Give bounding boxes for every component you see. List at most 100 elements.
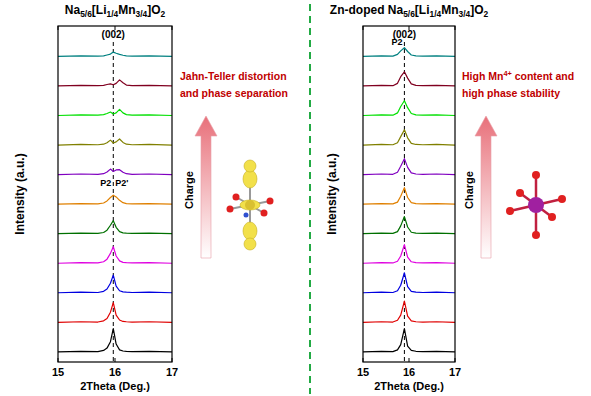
xrd-curve <box>58 195 172 204</box>
xrd-curve <box>58 275 172 293</box>
oxygen-atom <box>227 206 234 213</box>
phase-label: P2' <box>115 178 128 188</box>
xrd-curve <box>58 52 172 56</box>
oxygen-atom <box>233 194 240 201</box>
text-part: and phase separation <box>180 87 288 99</box>
series-group <box>58 52 172 352</box>
text-part: [Li <box>415 3 430 17</box>
peak-line <box>404 42 405 362</box>
text-part: 3/4 <box>458 9 470 19</box>
xrd-curve <box>363 217 455 234</box>
text-part: Zn-doped Na <box>330 3 404 17</box>
text-part: 3/4 <box>135 9 147 19</box>
text-part: high phase stability <box>462 87 560 99</box>
text-part: content and <box>512 70 574 82</box>
x-tick-top <box>172 26 173 30</box>
x-tick-label: 15 <box>357 366 369 378</box>
annotation: Jahn-Teller distortion <box>180 70 287 82</box>
phase-label: P2 <box>100 178 111 188</box>
xrd-curve <box>363 245 455 264</box>
x-tick <box>58 358 59 362</box>
text-part: 2 <box>160 9 165 19</box>
oxygen-atom <box>506 207 514 215</box>
manganese-atom <box>528 197 544 213</box>
xrd-curve <box>58 80 172 86</box>
x-tick-top <box>58 26 59 30</box>
text-part: ]O <box>147 3 160 17</box>
text-part: [Li <box>92 3 107 17</box>
title: Zn-doped Na5/6[Li1/4Mn3/4]O2 <box>330 3 489 19</box>
xrd-curve <box>58 329 172 352</box>
xrd-curve <box>58 303 172 323</box>
atom <box>245 200 255 210</box>
text-part: Jahn-Teller distortion <box>180 70 287 82</box>
structure-icon <box>227 160 274 250</box>
plot-frame <box>58 26 172 362</box>
structure-icon <box>506 171 566 239</box>
bond <box>230 201 270 209</box>
text-part: Mn <box>441 3 458 17</box>
xrd-curve <box>58 169 172 175</box>
orbital-lobe <box>244 160 256 172</box>
text-part: Na <box>65 3 81 17</box>
xrd-curve <box>363 130 455 145</box>
x-tick <box>363 358 364 362</box>
y-axis-label: Intensity (a.u.) <box>13 153 27 234</box>
annotation: and phase separation <box>180 87 288 99</box>
oxygen-atom <box>267 198 274 205</box>
oxygen-atom <box>261 210 268 217</box>
xrd-curve <box>363 101 455 116</box>
orbital-ring <box>240 200 260 210</box>
annotation: high phase stability <box>462 87 560 99</box>
xrd-curve <box>363 329 455 352</box>
xrd-curve <box>58 247 172 264</box>
x-tick-label: 15 <box>52 366 64 378</box>
atom <box>244 213 249 218</box>
xrd-curve <box>363 72 455 86</box>
xrd-curve <box>363 159 455 175</box>
x-tick <box>172 358 173 362</box>
peak-line <box>113 42 114 362</box>
phase-label: P2 <box>391 37 402 47</box>
charge-arrow <box>475 116 497 258</box>
y-axis-label: Intensity (a.u.) <box>325 153 339 234</box>
x-tick-label: 17 <box>449 366 461 378</box>
x-tick-top <box>455 26 456 30</box>
text-part: High Mn <box>462 70 503 82</box>
x-tick-top <box>363 26 364 30</box>
x-axis-label: 2Theta (Deg.) <box>80 380 150 392</box>
figure: Na5/6[Li1/4Mn3/4]O21516172Theta (Deg.)In… <box>0 0 591 396</box>
arrow-label: Charge <box>463 171 475 209</box>
orbital-lobe <box>244 238 256 250</box>
text-part: ]O <box>470 3 483 17</box>
annotation: High Mn4+ content and <box>462 69 574 82</box>
text-part: 1/4 <box>430 9 442 19</box>
xrd-curve <box>363 273 455 293</box>
orbital-lobe <box>243 170 257 188</box>
text-part: 5/6 <box>80 9 92 19</box>
text-part: 1/4 <box>107 9 119 19</box>
xrd-curve <box>363 301 455 322</box>
x-tick-label: 16 <box>403 366 415 378</box>
charge-arrow <box>195 116 217 258</box>
text-part: Mn <box>118 3 135 17</box>
x-axis-label: 2Theta (Deg.) <box>374 380 444 392</box>
oxygen-atom <box>532 231 540 239</box>
orbital-lobe <box>243 222 257 240</box>
text-part: 4+ <box>503 69 511 78</box>
text-part: 2 <box>483 9 488 19</box>
oxygen-atom <box>516 189 524 197</box>
xrd-curve <box>363 188 455 205</box>
arrow-label: Charge <box>183 171 195 209</box>
oxygen-atom <box>532 171 540 179</box>
oxygen-atom <box>558 195 566 203</box>
xrd-curve <box>58 139 172 145</box>
xrd-curve <box>58 109 172 115</box>
xrd-curve <box>363 48 455 57</box>
title: Na5/6[Li1/4Mn3/4]O2 <box>65 3 166 19</box>
x-tick-label: 16 <box>109 366 121 378</box>
x-tick <box>115 358 116 362</box>
bond <box>236 197 264 213</box>
oxygen-atom <box>548 213 556 221</box>
x-tick <box>409 358 410 362</box>
